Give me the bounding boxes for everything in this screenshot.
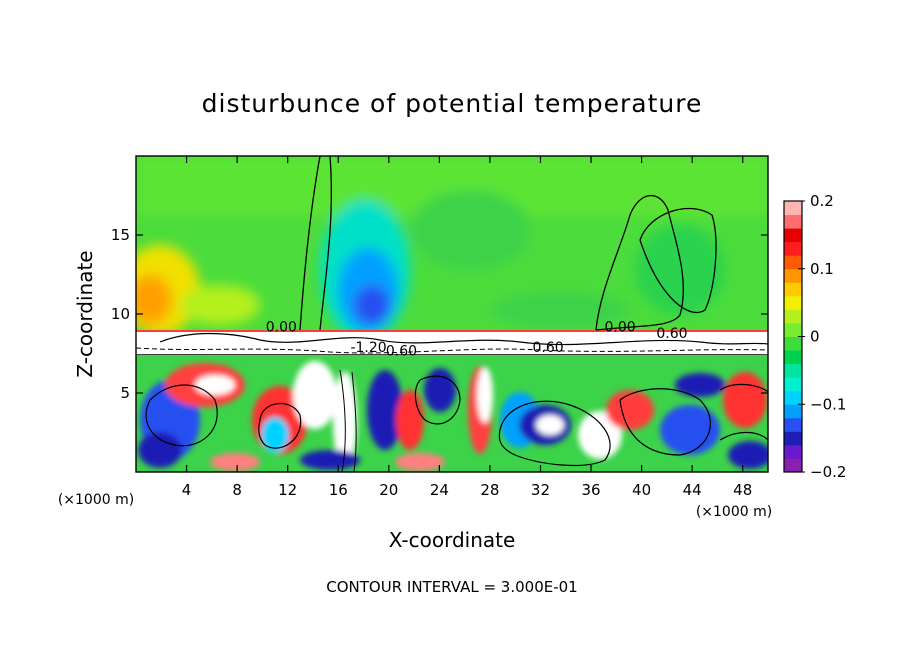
contour-label: 0.60 <box>386 343 417 359</box>
contour-line <box>414 375 461 425</box>
y-axis-label: Z-coordinate <box>73 250 97 377</box>
contour-interval-note: CONTOUR INTERVAL = 3.000E-01 <box>326 578 577 596</box>
colorbar-swatch <box>784 336 802 351</box>
y-tick-label: 5 <box>120 384 130 402</box>
chart-title: disturbunce of potential temperature <box>202 89 703 118</box>
x-tick-label: 40 <box>632 481 651 499</box>
colorbar-swatch <box>784 417 802 432</box>
contour-label: 0.00 <box>266 320 297 336</box>
colorbar-swatch <box>784 241 802 256</box>
colorbar-swatch <box>784 404 802 419</box>
lower-layer-field <box>136 355 768 472</box>
plot-area: 0.00 0.00 0.60-1.20 0.60 0.60 <box>136 156 768 472</box>
contour-line <box>145 384 218 447</box>
colorbar-swatch <box>784 268 802 283</box>
colorbar: 0.2 0.1 0 −0.1 −0.2 <box>783 192 846 481</box>
x-tick-label: 12 <box>278 481 297 499</box>
y-tick-label: 10 <box>111 305 130 323</box>
colorbar-swatch <box>784 444 802 459</box>
colorbar-swatch <box>784 282 802 297</box>
contour-label: -1.20 <box>350 340 386 356</box>
x-tick-label: 36 <box>581 481 600 499</box>
colorbar-swatch <box>784 458 802 473</box>
contour-line <box>639 207 717 314</box>
contour-line <box>595 194 684 331</box>
colorbar-tick-label: −0.1 <box>810 395 846 413</box>
colorbar-swatch <box>784 201 802 216</box>
colorbar-swatch <box>784 295 802 310</box>
contour-line <box>339 369 357 472</box>
inversion-band <box>136 331 768 355</box>
x-tick-label: 32 <box>531 481 550 499</box>
colorbar-swatch <box>784 309 802 324</box>
contour-line <box>136 347 768 354</box>
colorbar-swatch <box>784 228 802 243</box>
x-axis: 4 8 12 16 20 24 28 32 36 40 44 48 <box>182 156 752 499</box>
contour-line <box>159 332 768 346</box>
x-tick-label: 44 <box>683 481 702 499</box>
contour-label: 0.60 <box>656 326 687 342</box>
contour-line <box>719 383 768 441</box>
contour-label: 0.00 <box>605 320 636 336</box>
x-tick-label: 4 <box>182 481 192 499</box>
colorbar-swatch <box>784 363 802 378</box>
contour-line <box>299 156 332 331</box>
colorbar-swatch <box>784 214 802 229</box>
y-tick-label: 15 <box>111 226 130 244</box>
x-unit-left: (×1000 m) <box>58 492 134 508</box>
y-axis: 5 10 15 <box>111 226 768 402</box>
x-tick-label: 8 <box>232 481 242 499</box>
colorbar-tick-label: 0 <box>810 328 820 346</box>
colorbar-swatch <box>784 322 802 337</box>
colorbar-swatch <box>784 350 802 365</box>
colorbar-swatch <box>784 431 802 446</box>
colorbar-tick-label: 0.1 <box>810 260 834 278</box>
x-tick-label: 48 <box>733 481 752 499</box>
x-axis-label: X-coordinate <box>389 528 516 552</box>
contour-line <box>498 400 611 467</box>
contour-label: 0.60 <box>532 340 563 356</box>
contour-labels: 0.00 0.00 0.60-1.20 0.60 0.60 <box>266 320 688 360</box>
x-tick-label: 20 <box>379 481 398 499</box>
colorbar-swatch <box>784 255 802 270</box>
x-unit-right: (×1000 m) <box>696 504 772 520</box>
x-tick-label: 16 <box>329 481 348 499</box>
colorbar-tick-label: 0.2 <box>810 192 834 210</box>
contour-line <box>619 388 711 456</box>
x-tick-label: 28 <box>480 481 499 499</box>
colorbar-swatch <box>784 390 802 405</box>
colorbar-tick-label: −0.2 <box>810 463 846 481</box>
colorbar-swatch <box>784 377 802 392</box>
contour-line <box>258 402 302 449</box>
x-tick-label: 24 <box>430 481 449 499</box>
